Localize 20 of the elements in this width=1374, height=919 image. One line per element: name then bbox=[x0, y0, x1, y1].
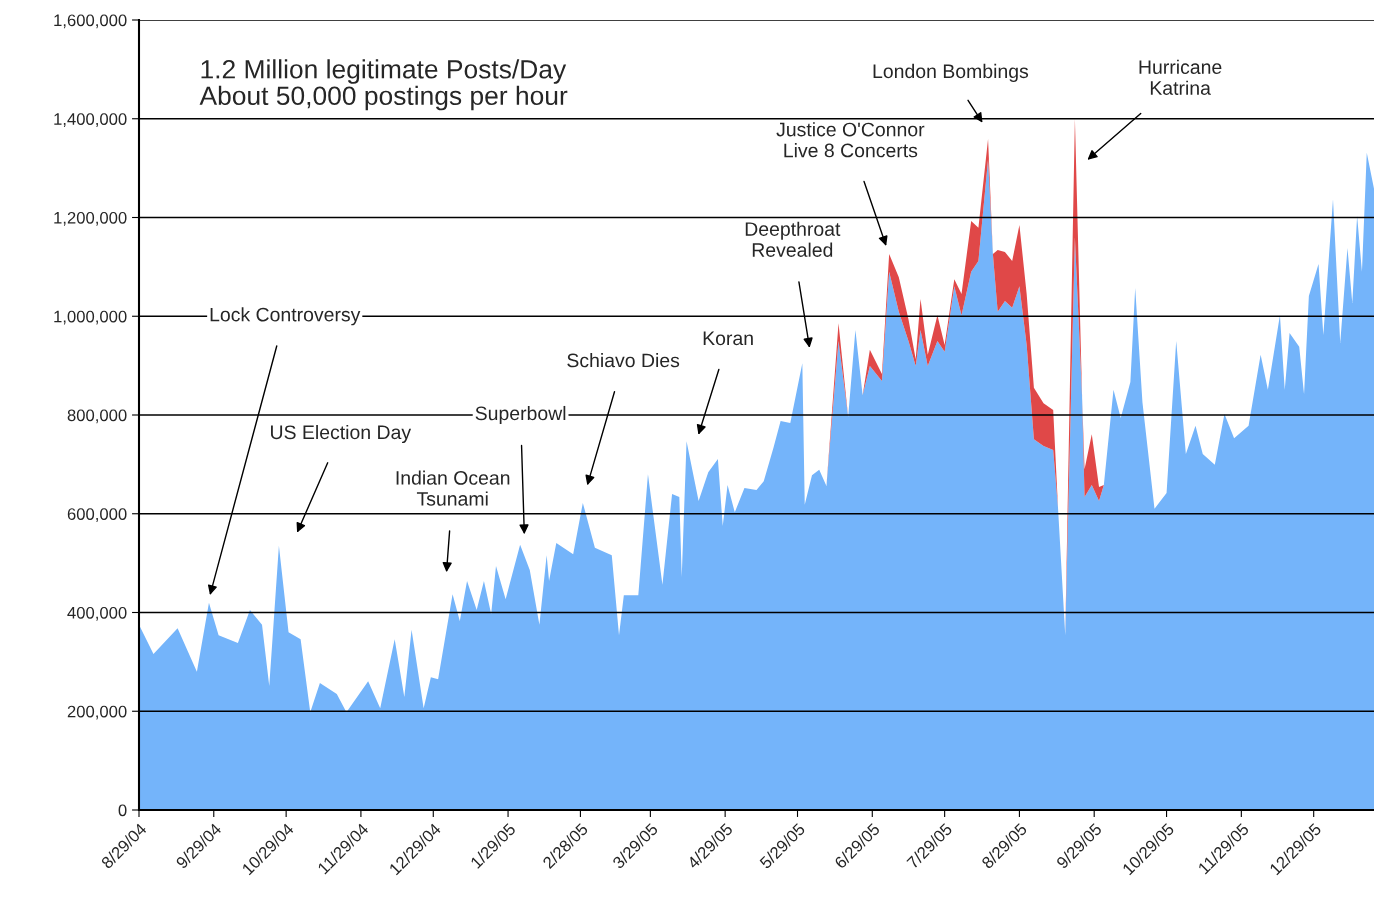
annotation: 1.2 Million legitimate Posts/Day About 50,000 postings per hour bbox=[199, 59, 568, 111]
annotation: US Election Day bbox=[271, 424, 412, 444]
annotation: Indian Ocean Tsunami bbox=[396, 470, 510, 506]
annotation: Deepthroat Revealed bbox=[745, 221, 841, 257]
y-tick-label: 0 bbox=[118, 804, 127, 817]
y-tick-label: 1,000,000 bbox=[54, 310, 127, 325]
y-tick-label: 1,600,000 bbox=[54, 14, 127, 29]
y-tick-label: 200,000 bbox=[67, 705, 127, 720]
annotation: Schiavo Dies bbox=[567, 353, 680, 368]
annotation: Koran bbox=[703, 331, 753, 346]
y-tick-label: 600,000 bbox=[67, 508, 127, 522]
annotation: Justice O'Connor Live 8 Concerts bbox=[776, 122, 925, 158]
annotation: Superbowl bbox=[475, 405, 566, 425]
annotation: Hurricane Katrina bbox=[1139, 59, 1222, 95]
annotation: London Bombings bbox=[873, 63, 1029, 82]
y-tick-label: 800,000 bbox=[67, 409, 127, 424]
y-tick-label: 1,400,000 bbox=[54, 113, 127, 127]
y-tick-label: 1,200,000 bbox=[54, 211, 127, 226]
y-tick-label: 400,000 bbox=[67, 606, 127, 621]
annotation: Lock Controversy bbox=[210, 307, 361, 326]
